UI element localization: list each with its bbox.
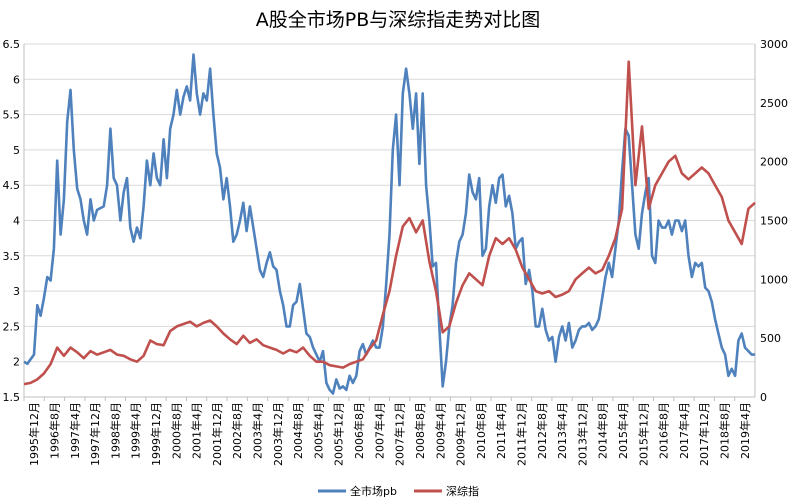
left-tick-label: 4.5 xyxy=(3,179,21,192)
left-tick-label: 5.5 xyxy=(3,109,21,122)
x-tick-label: 2005年12月 xyxy=(332,402,346,466)
legend-label-szse: 深综指 xyxy=(446,484,479,498)
series-line-pb xyxy=(23,53,755,395)
x-tick-label: 2013年4月 xyxy=(555,402,569,459)
left-tick-label: 4 xyxy=(13,215,20,228)
x-tick-label: 2004年8月 xyxy=(291,402,305,459)
x-tick-label: 1997年4月 xyxy=(68,402,82,459)
x-tick-label: 1998年8月 xyxy=(108,402,122,459)
x-tick-label: 1997年12月 xyxy=(88,402,102,466)
x-tick-label: 2015年4月 xyxy=(616,402,630,459)
x-tick-label: 2007年4月 xyxy=(372,402,386,459)
x-tick-label: 2018年8月 xyxy=(718,402,732,459)
x-axis: 1995年12月 1996年8月 1997年4月 1997年12月 1998年8月 199… xyxy=(23,396,755,466)
x-tick-label: 2011年12月 xyxy=(514,402,528,466)
x-tick-label: 2014年8月 xyxy=(596,402,610,459)
right-tick-label: 3000 xyxy=(760,38,788,51)
x-tick-label: 2010年8月 xyxy=(474,402,488,459)
left-tick-label: 1.5 xyxy=(3,391,21,404)
left-tick-label: 3.5 xyxy=(3,250,21,263)
x-tick-label: 2005年4月 xyxy=(311,402,325,459)
right-tick-label: 500 xyxy=(760,332,781,345)
x-tick-label: 2002年8月 xyxy=(230,402,244,459)
right-tick-label: 2500 xyxy=(760,97,788,110)
x-tick-label: 2009年12月 xyxy=(454,402,468,466)
right-y-axis: 0 500 1000 1500 2000 2500 3000 xyxy=(754,38,788,404)
right-tick-label: 2000 xyxy=(760,156,788,169)
x-tick-label: 2008年8月 xyxy=(413,402,427,459)
series-lines xyxy=(23,53,756,395)
left-tick-label: 2.5 xyxy=(3,320,21,333)
x-tick-label: 2007年12月 xyxy=(393,402,407,466)
x-tick-label: 2003年4月 xyxy=(251,402,265,459)
left-tick-label: 2 xyxy=(13,356,20,369)
right-tick-label: 0 xyxy=(760,391,767,404)
x-tick-label: 1999年4月 xyxy=(129,402,143,459)
right-tick-label: 1500 xyxy=(760,215,788,228)
x-tick-label: 2006年8月 xyxy=(352,402,366,459)
x-tick-label: 1996年8月 xyxy=(47,402,61,459)
x-tick-label: 2015年12月 xyxy=(636,402,650,466)
x-tick-label: 2017年4月 xyxy=(677,402,691,459)
x-tick-label: 2009年4月 xyxy=(433,402,447,459)
x-tick-label: 2011年4月 xyxy=(494,402,508,459)
right-tick-label: 1000 xyxy=(760,273,788,286)
x-tick-label: 2017年12月 xyxy=(697,402,711,466)
left-tick-label: 5 xyxy=(13,144,20,157)
x-tick-label: 2012年8月 xyxy=(535,402,549,459)
x-tick-label: 2001年12月 xyxy=(210,402,224,466)
x-tick-label: 1999年12月 xyxy=(149,402,163,466)
legend: 全市场pb 深综指 xyxy=(318,484,479,498)
x-tick-label: 2019年4月 xyxy=(738,402,752,459)
series-line-szse xyxy=(23,60,756,386)
left-y-axis: 1.5 2 2.5 3 3.5 4 4.5 5 5.5 6 6.5 xyxy=(3,38,25,404)
left-tick-label: 6.5 xyxy=(3,38,21,51)
left-tick-label: 3 xyxy=(13,285,20,298)
x-tick-label: 2001年4月 xyxy=(190,402,204,459)
x-tick-label: 2000年8月 xyxy=(169,402,183,459)
x-tick-label: 2003年12月 xyxy=(271,402,285,466)
legend-label-pb: 全市场pb xyxy=(350,484,397,498)
x-tick-label: 2016年8月 xyxy=(657,402,671,459)
left-tick-label: 6 xyxy=(13,73,20,86)
x-tick-label: 2013年12月 xyxy=(575,402,589,466)
chart-title: A股全市场PB与深综指走势对比图 xyxy=(256,9,541,31)
x-tick-label: 1995年12月 xyxy=(27,402,41,466)
